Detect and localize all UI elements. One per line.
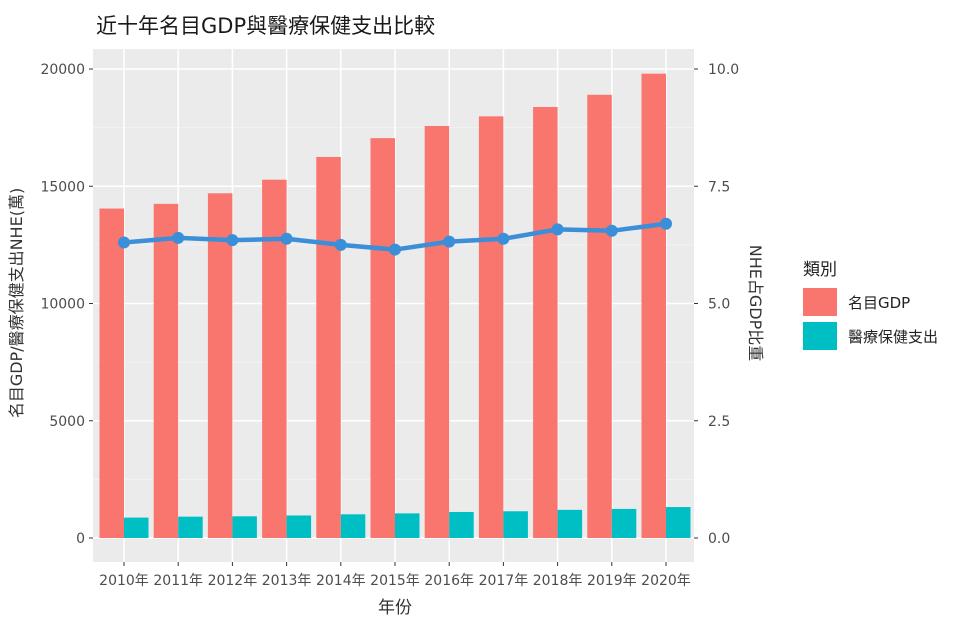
- ratio-point: [497, 232, 510, 245]
- x-tick-label: 2010年: [99, 573, 149, 589]
- bar-gdp: [533, 106, 558, 538]
- x-tick-label: 2011年: [153, 573, 203, 589]
- ratio-point: [389, 243, 401, 256]
- bar-gdp: [424, 125, 450, 539]
- ratio-point: [443, 235, 456, 248]
- legend-title: 類別: [803, 260, 837, 280]
- y-tick-label: 15000: [40, 179, 85, 195]
- x-tick-label: 2018年: [533, 573, 583, 589]
- bar-gdp: [370, 138, 395, 539]
- bar-nhe: [340, 514, 366, 538]
- y2-tick-label: 7.5: [708, 179, 730, 195]
- x-tick-label: 2015年: [370, 573, 420, 589]
- x-tick-label: 2017年: [479, 573, 529, 589]
- bar-nhe: [611, 508, 637, 538]
- chart-title: 近十年名目GDP與醫療保健支出比較: [96, 14, 435, 38]
- bar-nhe: [286, 515, 312, 538]
- y2-axis-title: NHE占GDP比重: [746, 245, 765, 361]
- x-tick-label: 2014年: [316, 573, 366, 589]
- y-tick-label: 0: [76, 531, 85, 547]
- legend-label-nhe: 醫療保健支出: [848, 328, 938, 346]
- ratio-point: [280, 232, 293, 245]
- bar-nhe: [178, 516, 203, 538]
- y2-tick-label: 0.0: [708, 531, 730, 547]
- ratio-point: [118, 236, 130, 249]
- legend-key-gdp: [803, 288, 837, 316]
- bar-gdp: [316, 156, 341, 538]
- x-tick-label: 2020年: [641, 573, 691, 589]
- x-tick-label: 2016年: [424, 573, 474, 589]
- bar-gdp: [262, 179, 287, 538]
- x-tick-label: 2012年: [208, 573, 258, 589]
- bar-nhe: [449, 511, 474, 538]
- bar-gdp: [641, 73, 666, 538]
- bar-nhe: [557, 509, 583, 538]
- legend: 類別 名目GDP 醫療保健支出: [803, 260, 938, 350]
- ratio-point: [660, 217, 672, 230]
- y-axis-title: 名目GDP/醫療保健支出NHE(萬): [7, 188, 26, 418]
- x-tick-label: 2019年: [587, 573, 637, 589]
- bar-gdp: [207, 193, 233, 538]
- ratio-point: [551, 223, 564, 236]
- bar-nhe: [124, 517, 149, 538]
- bar-gdp: [153, 203, 179, 538]
- y2-tick-label: 10.0: [708, 62, 739, 78]
- y2-tick-label: 5.0: [708, 297, 730, 313]
- bar-nhe: [666, 507, 691, 538]
- bar-gdp: [99, 208, 124, 538]
- y-tick-label: 5000: [49, 414, 85, 430]
- y-tick-label: 10000: [40, 297, 85, 313]
- legend-label-gdp: 名目GDP: [848, 294, 910, 312]
- plot-layer: 0 5000 10000 15000 20000 0.0 2.5 5.0 7.5 10.0 2010…: [40, 49, 739, 589]
- x-axis-title: 年份: [378, 598, 412, 618]
- bar-nhe: [232, 516, 257, 538]
- ratio-point: [334, 238, 347, 251]
- bar-gdp: [478, 116, 504, 538]
- ratio-point: [172, 231, 185, 244]
- y-tick-label: 20000: [40, 62, 85, 78]
- ratio-point: [605, 224, 618, 237]
- bar-gdp: [587, 94, 612, 539]
- ratio-point: [226, 234, 239, 247]
- legend-key-nhe: [803, 322, 837, 350]
- x-tick-label: 2013年: [262, 573, 312, 589]
- y2-tick-label: 2.5: [708, 414, 730, 430]
- bar-nhe: [395, 513, 420, 538]
- bar-nhe: [503, 511, 528, 538]
